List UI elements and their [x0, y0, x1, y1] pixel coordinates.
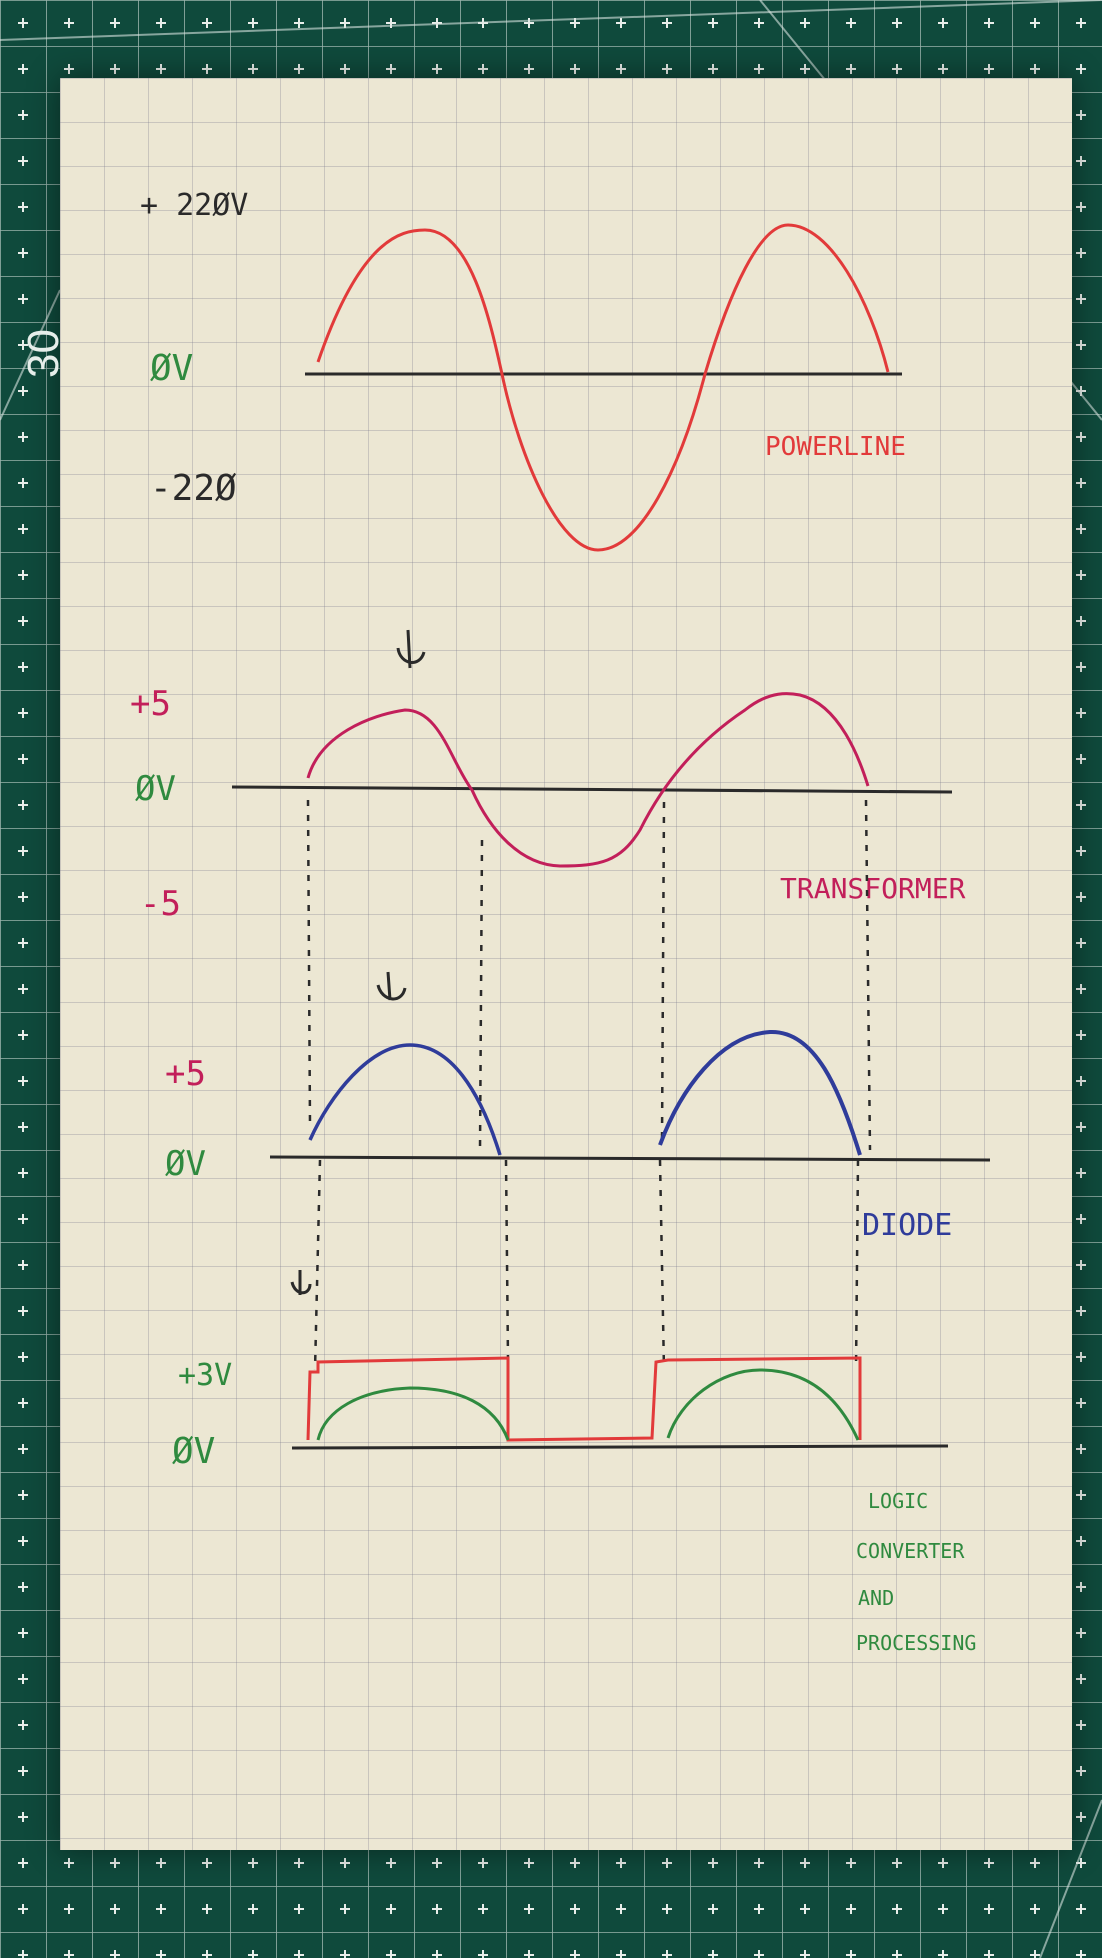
logic-label-line: CONVERTER: [856, 1539, 965, 1563]
diode-v-zero: ØV: [165, 1144, 206, 1184]
powerline-section: + 22ØV ØV -22Ø POWERLINE: [140, 188, 906, 552]
logic-v-zero: ØV: [172, 1431, 215, 1472]
transformer-label: TRANSFORMER: [780, 872, 966, 905]
mat-marking: 30: [19, 329, 68, 378]
logic-section: +3V ØV LOGIC CONVERTER AND PROCESSING: [172, 1356, 976, 1655]
powerline-label: POWERLINE: [765, 432, 906, 462]
logic-green-pulse-1: [316, 1386, 510, 1441]
diode-v-top: +5: [165, 1054, 206, 1094]
logic-green-pulse-2: [666, 1368, 860, 1441]
transformer-v-top: +5: [130, 684, 171, 724]
arrow-down-icon: [396, 629, 426, 669]
diode-half-wave-2: [658, 1029, 862, 1156]
powerline-v-zero: ØV: [150, 348, 193, 389]
projection-guides: [306, 799, 872, 1371]
logic-label-line: LOGIC: [868, 1489, 928, 1513]
logic-label-line: PROCESSING: [856, 1631, 976, 1655]
arrow-down-icon: [290, 1270, 312, 1295]
transformer-wave: [306, 692, 870, 868]
transformer-section: +5 ØV -5 TRANSFORMER: [130, 684, 966, 924]
diode-label: DIODE: [862, 1208, 952, 1243]
transformer-zero-axis: [231, 785, 953, 794]
logic-v-top: +3V: [178, 1358, 232, 1393]
logic-zero-axis: [291, 1444, 949, 1450]
powerline-v-bottom: -22Ø: [150, 468, 237, 509]
logic-label-line: AND: [858, 1586, 894, 1610]
arrow-down-icon: [376, 971, 407, 1001]
powerline-sine-wave: [316, 223, 890, 552]
diode-section: +5 ØV DIODE: [165, 1029, 991, 1243]
diode-half-wave-1: [308, 1043, 502, 1156]
transformer-v-bottom: -5: [140, 884, 181, 924]
transformer-v-zero: ØV: [135, 769, 176, 809]
diode-zero-axis: [269, 1155, 991, 1162]
powerline-v-top: + 22ØV: [140, 188, 248, 223]
